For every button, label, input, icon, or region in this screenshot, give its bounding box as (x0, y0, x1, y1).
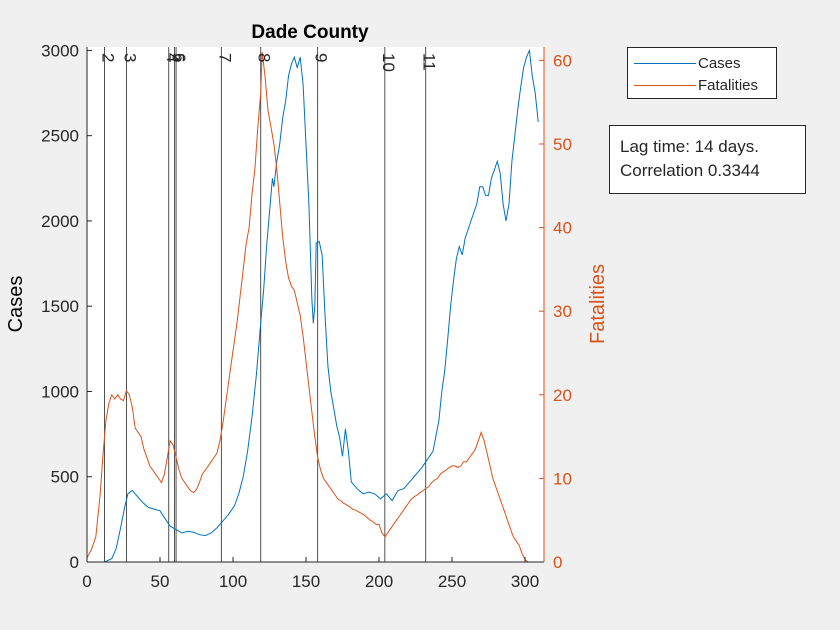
y2-tick-label: 30 (553, 302, 572, 321)
annotation-label-4: 4 (163, 53, 182, 62)
x-tick-label: 0 (82, 572, 91, 591)
annotation-label-3: 3 (120, 53, 139, 62)
y-tick-label: 500 (51, 468, 79, 487)
annotation-box: Lag time: 14 days. Correlation 0.3344 (609, 125, 806, 194)
x-tick-label: 200 (365, 572, 393, 591)
x-tick-label: 50 (151, 572, 170, 591)
annotation-label-6: 6 (170, 53, 189, 62)
lag-time-text: Lag time: 14 days. (620, 137, 759, 156)
y2-tick-label: 40 (553, 219, 572, 238)
legend-swatch-cases (634, 63, 696, 64)
y2-tick-label: 20 (553, 386, 572, 405)
legend: Cases Fatalities (627, 47, 777, 99)
y2-tick-label: 50 (553, 135, 572, 154)
y2-axis-label: Fatalities (587, 264, 609, 344)
x-tick-label: 100 (219, 572, 247, 591)
y-tick-label: 1000 (41, 382, 79, 401)
y-tick-label: 1500 (41, 297, 79, 316)
y-tick-label: 2000 (41, 212, 79, 231)
legend-label-fatalities: Fatalities (698, 77, 759, 94)
correlation-text: Correlation 0.3344 (620, 161, 760, 180)
series-line-cases (87, 48, 539, 563)
y-tick-label: 2500 (41, 127, 79, 146)
x-tick-label: 150 (292, 572, 320, 591)
y-tick-label: 0 (70, 553, 79, 572)
legend-item-fatalities: Fatalities (628, 75, 776, 97)
x-tick-label: 300 (511, 572, 539, 591)
legend-swatch-fatalities (634, 85, 696, 86)
annotation-label-9: 9 (312, 53, 331, 62)
plot-area (87, 47, 544, 562)
annotation-label-5: 5 (169, 53, 188, 62)
annotation-label-7: 7 (215, 53, 234, 62)
y-axis-label: Cases (5, 276, 27, 333)
y-tick-label: 3000 (41, 41, 79, 60)
annotation-label-2: 2 (99, 53, 118, 62)
y2-tick-label: 0 (553, 553, 562, 572)
annotation-label-10: 10 (379, 53, 398, 72)
y2-tick-label: 10 (553, 469, 572, 488)
annotation-label-8: 8 (255, 53, 274, 62)
legend-label-cases: Cases (698, 55, 741, 72)
annotation-label-11: 11 (420, 53, 439, 71)
legend-item-cases: Cases (628, 53, 776, 75)
chart-title: Dade County (251, 22, 369, 43)
x-tick-label: 250 (438, 572, 466, 591)
y2-tick-label: 60 (553, 51, 572, 70)
series-line-fatalities (86, 51, 531, 563)
